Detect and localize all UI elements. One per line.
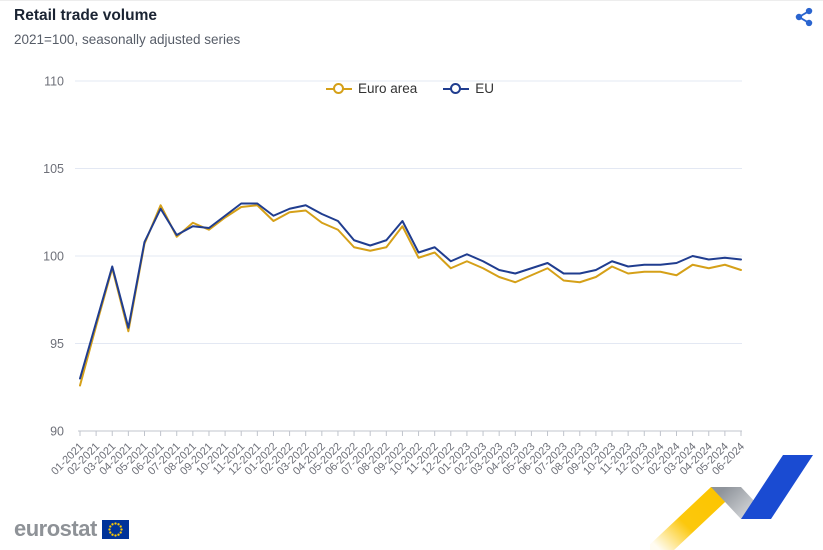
series-line-eu[interactable]: [79, 202, 742, 380]
eurostat-deco-graphic: [650, 455, 813, 550]
y-axis-label: 110: [44, 75, 64, 89]
chart-legend: Euro area EU: [80, 81, 740, 96]
legend-marker-eu: [443, 83, 470, 94]
eurostat-logo: eurostat: [14, 516, 129, 542]
y-axis-label: 95: [50, 337, 64, 351]
legend-label-eu: EU: [475, 81, 495, 96]
share-icon[interactable]: [793, 6, 815, 28]
series-line-euro-area[interactable]: [79, 204, 742, 387]
y-axis-label: 100: [43, 250, 64, 264]
legend-item-eu[interactable]: EU: [443, 81, 494, 96]
legend-label-euro-area: Euro area: [357, 81, 418, 96]
page-title: Retail trade volume: [14, 7, 157, 24]
chart-subtitle: 2021=100, seasonally adjusted series: [14, 32, 241, 47]
legend-item-euro-area[interactable]: Euro area: [325, 81, 418, 96]
y-axis-label: 90: [50, 425, 64, 439]
eu-flag-icon: [101, 519, 129, 539]
eurostat-logo-text: eurostat: [14, 516, 97, 541]
y-axis-label: 105: [43, 162, 64, 176]
legend-marker-euro-area: [325, 83, 352, 94]
